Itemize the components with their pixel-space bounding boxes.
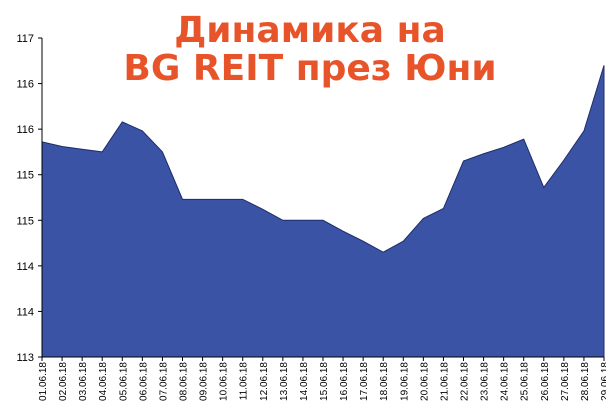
y-tick-label: 115 <box>16 170 34 182</box>
x-tick-label: 19.06.18 <box>399 362 410 401</box>
x-tick-label: 02.06.18 <box>58 362 69 401</box>
x-tick-label: 13.06.18 <box>279 362 290 401</box>
x-tick-label: 01.06.18 <box>38 362 49 401</box>
x-tick-label: 20.06.18 <box>419 362 430 401</box>
x-tick-label: 18.06.18 <box>379 362 390 401</box>
y-tick-label: 114 <box>16 261 34 273</box>
x-tick-label: 21.06.18 <box>439 362 450 401</box>
x-tick-label: 12.06.18 <box>259 362 270 401</box>
x-tick-label: 17.06.18 <box>359 362 370 401</box>
x-tick-label: 24.06.18 <box>500 362 511 401</box>
y-tick-label: 114 <box>16 306 34 318</box>
x-tick-label: 06.06.18 <box>138 362 149 401</box>
chart-title: Динамика на <box>174 10 446 51</box>
x-tick-label: 29.06.18 <box>600 362 606 401</box>
x-tick-label: 25.06.18 <box>520 362 531 401</box>
x-tick-label: 28.06.18 <box>580 362 591 401</box>
x-tick-label: 27.06.18 <box>560 362 571 401</box>
x-tick-label: 26.06.18 <box>540 362 551 401</box>
x-tick-label: 23.06.18 <box>480 362 491 401</box>
y-tick-label: 115 <box>16 215 34 227</box>
area <box>41 65 605 358</box>
x-tick-label: 07.06.18 <box>158 362 169 401</box>
x-tick-label: 10.06.18 <box>219 362 230 401</box>
x-tick-label: 05.06.18 <box>118 362 129 401</box>
x-tick-label: 22.06.18 <box>460 362 471 401</box>
x-tick-label: 04.06.18 <box>98 362 109 401</box>
y-tick-label: 116 <box>16 124 34 136</box>
y-tick-label: 116 <box>16 79 34 91</box>
x-tick-label: 03.06.18 <box>78 362 89 401</box>
x-tick-label: 16.06.18 <box>339 362 350 401</box>
x-tick-label: 09.06.18 <box>199 362 210 401</box>
x-tick-label: 15.06.18 <box>319 362 330 401</box>
y-tick-label: 117 <box>16 33 34 45</box>
chart-title: BG REIT през Юни <box>123 48 496 89</box>
x-tick-label: 14.06.18 <box>299 362 310 401</box>
y-tick-label: 113 <box>16 352 34 364</box>
x-tick-label: 08.06.18 <box>179 362 190 401</box>
x-tick-label: 11.06.18 <box>239 362 250 401</box>
